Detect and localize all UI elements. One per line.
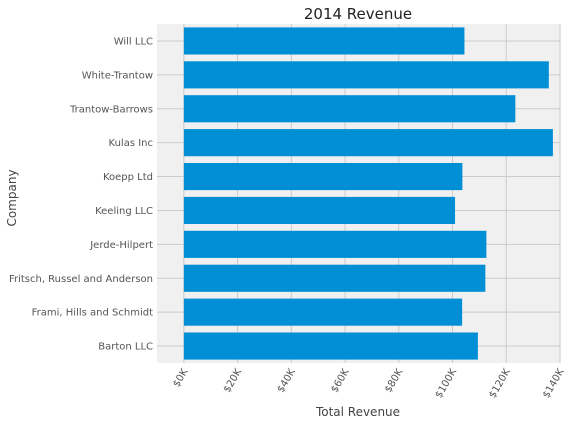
y-tick-label: Fritsch, Russel and Anderson <box>9 274 153 285</box>
x-tick-label: $20K <box>222 367 245 395</box>
x-tick-label: $40K <box>276 367 299 395</box>
bar-kulas-inc <box>183 129 553 157</box>
x-tick-labels: $0K $20K $40K $60K $80K $100K $120K $140K <box>171 367 567 401</box>
x-tick-label: $140K <box>541 367 567 401</box>
bar-will-llc <box>183 27 465 55</box>
x-tick-label: $80K <box>383 367 406 395</box>
x-tick-label: $60K <box>329 367 352 395</box>
bar-koepp-ltd <box>183 162 463 191</box>
x-tick-label: $0K <box>171 367 190 390</box>
y-tick-label: Barton LLC <box>98 342 153 353</box>
x-axis-label: Total Revenue <box>315 405 400 419</box>
bars <box>183 27 553 360</box>
y-tick-label: White-Trantow <box>82 70 153 81</box>
y-tick-label: Frami, Hills and Schmidt <box>32 308 153 319</box>
bar-fritsch-russel-and-anderson <box>183 264 486 292</box>
y-tick-label: Koepp Ltd <box>103 172 153 183</box>
y-tick-labels: Barton LLC Frami, Hills and Schmidt Fritsc… <box>9 36 153 352</box>
bar-jerde-hilpert <box>183 230 487 258</box>
y-tick-label: Jerde-Hilpert <box>89 240 153 251</box>
y-axis-label: Company <box>5 169 19 226</box>
y-tick-label: Trantow-Barrows <box>69 104 153 115</box>
bar-trantow-barrows <box>183 95 516 123</box>
bar-white-trantow <box>183 61 549 89</box>
y-tick-label: Keeling LLC <box>95 206 153 217</box>
bar-frami-hills-and-schmidt <box>183 298 463 326</box>
y-tick-label: Will LLC <box>114 36 153 47</box>
chart-title: 2014 Revenue <box>304 5 412 23</box>
bar-keeling-llc <box>183 196 456 225</box>
x-tick-label: $100K <box>434 367 460 401</box>
bar-barton-llc <box>183 332 478 360</box>
y-tick-label: Kulas Inc <box>109 138 153 149</box>
x-tick-label: $120K <box>487 367 513 401</box>
